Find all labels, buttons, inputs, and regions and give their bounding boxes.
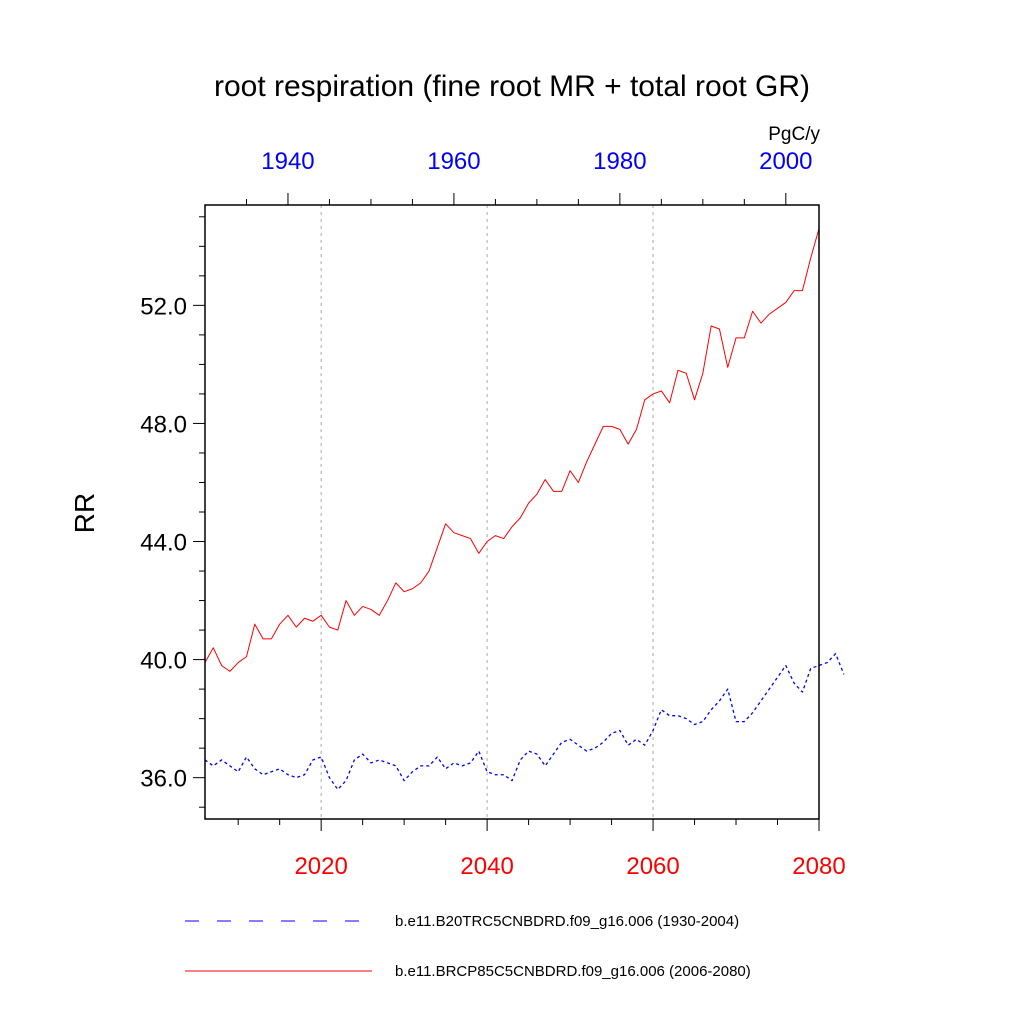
tick-marks [193,193,820,831]
legend-label-rcp85: b.e11.BRCP85C5CNBDRD.f09_g16.006 (2006-2… [395,963,751,980]
top-tick-label-1940: 1940 [261,148,314,175]
y-tick-label-48: 48.0 [140,411,187,438]
bottom-tick-label-2060: 2060 [626,853,679,880]
grid-lines [320,205,654,819]
bottom-tick-label-2020: 2020 [294,853,347,880]
y-tick-label-44: 44.0 [140,530,187,557]
bottom-tick-label-2080: 2080 [792,853,845,880]
top-tick-label-2000: 2000 [759,148,812,175]
bottom-tick-label-2040: 2040 [460,853,513,880]
series-historical [204,653,845,791]
top-tick-label-1960: 1960 [427,148,480,175]
top-tick-label-1980: 1980 [593,148,646,175]
y-tick-label-36: 36.0 [140,766,187,793]
tick-labels: 36.0 40.0 44.0 48.0 52.0 2020 2040 2060 2080 1940… [140,148,845,880]
y-tick-label-40: 40.0 [140,648,187,675]
series-layer [204,228,845,791]
units-label: PgC/y [768,124,820,145]
y-tick-label-52: 52.0 [140,293,187,320]
chart-title: root respiration (fine root MR + total r… [214,70,810,103]
legend: b.e11.B20TRC5CNBDRD.f09_g16.006 (1930-20… [185,913,751,980]
legend-label-historical: b.e11.B20TRC5CNBDRD.f09_g16.006 (1930-20… [395,913,739,930]
plot-frame [204,204,820,820]
y-axis-label: RR [69,493,100,533]
series-rcp85 [204,228,820,672]
